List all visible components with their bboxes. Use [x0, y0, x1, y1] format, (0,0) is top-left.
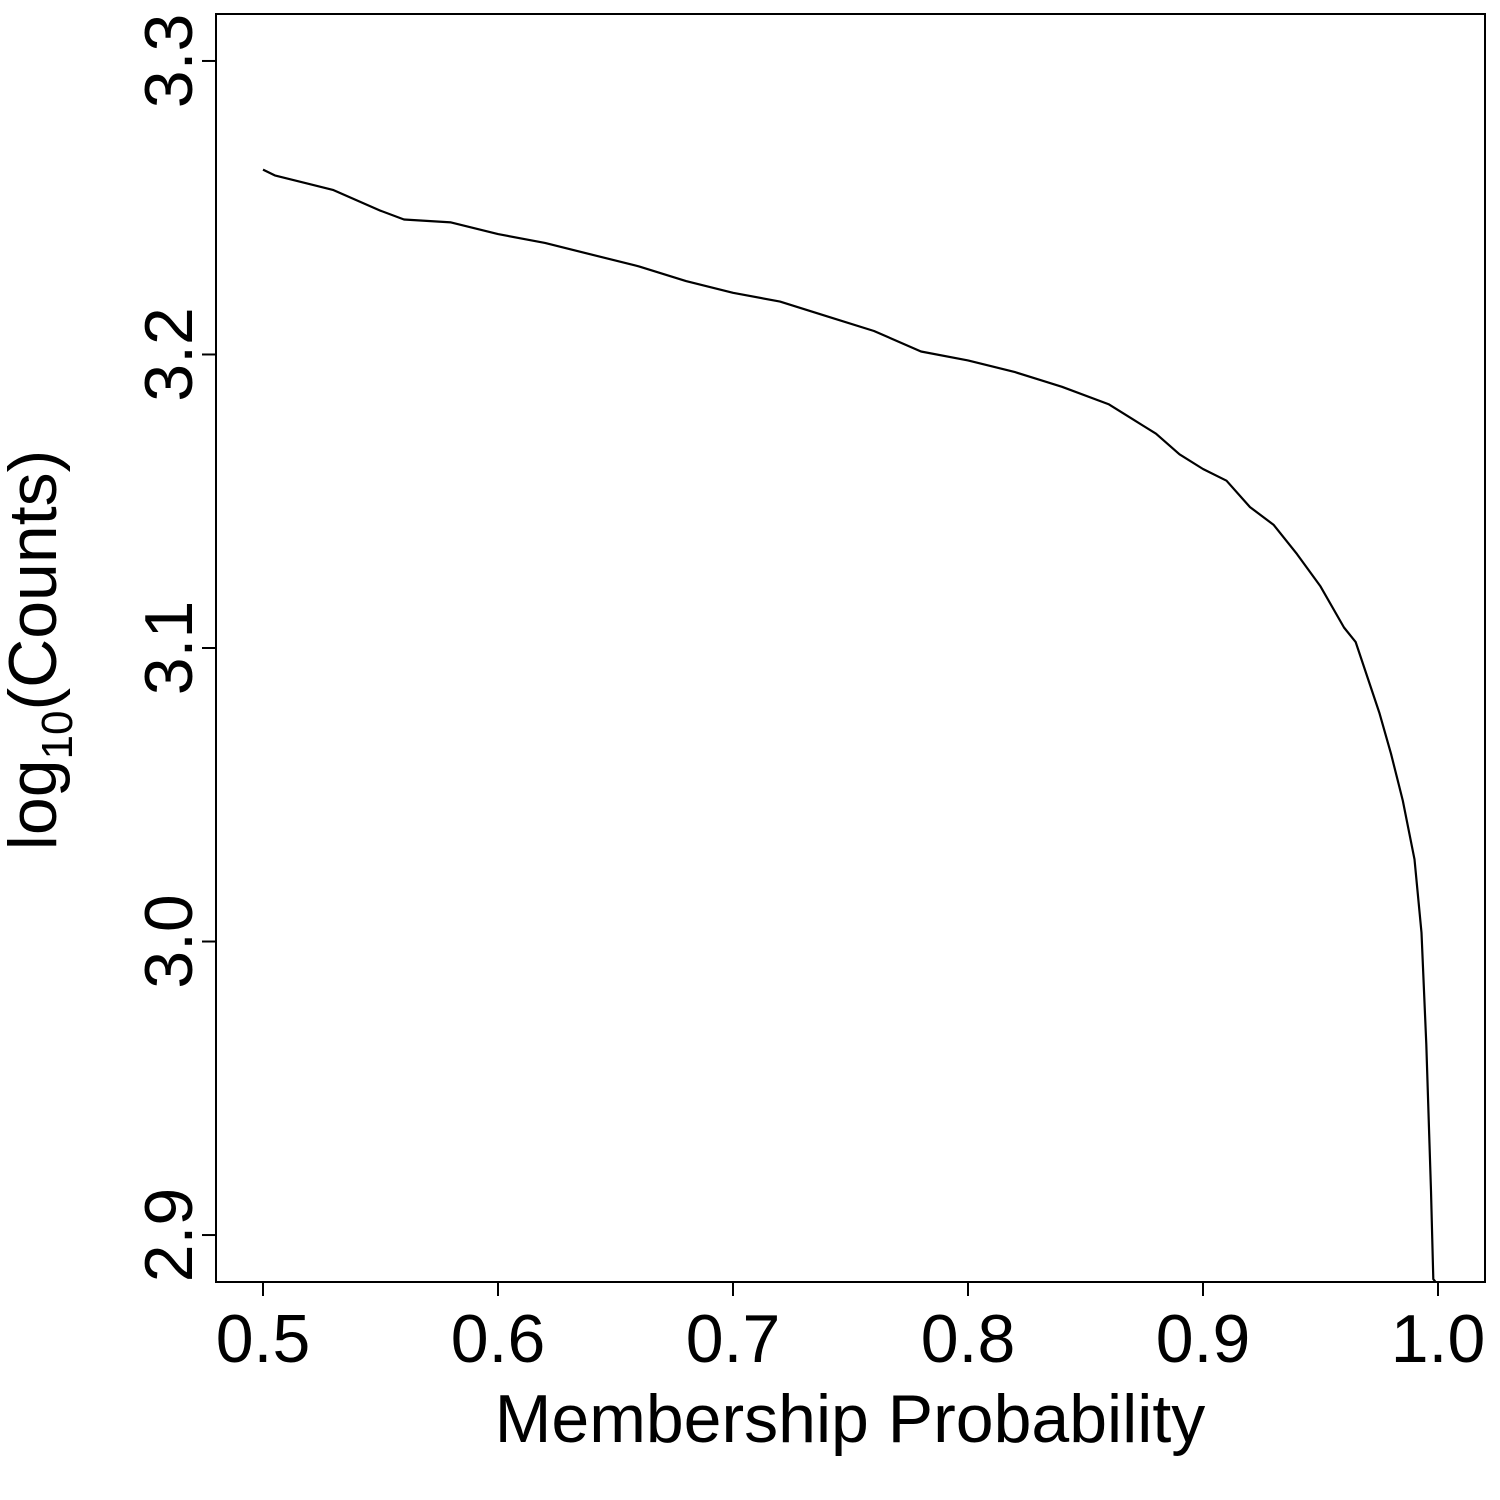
x-tick-label: 0.8 — [921, 1301, 1016, 1377]
x-tick-label: 0.7 — [686, 1301, 781, 1377]
plot-area-frame — [215, 13, 1486, 1283]
y-tick-label: 2.9 — [131, 1188, 207, 1283]
x-axis-label: Membership Probability — [495, 1381, 1206, 1457]
y-axis-ticks: 2.9 3.0 3.1 3.2 3.3 — [131, 14, 216, 1283]
series-line — [262, 168, 1437, 1283]
y-axis-label-sub: 10 — [33, 711, 82, 760]
x-tick-label: 0.5 — [216, 1301, 311, 1377]
x-axis-ticks: 0.5 0.6 0.7 0.8 0.9 1.0 — [216, 1282, 1486, 1377]
y-tick-label: 3.2 — [131, 307, 207, 402]
y-axis-label-main: log — [0, 759, 71, 850]
y-tick-label: 3.1 — [131, 601, 207, 696]
y-tick-label: 3.3 — [131, 14, 207, 109]
y-tick-label: 3.0 — [131, 894, 207, 989]
y-axis-label: log10(Counts) — [0, 450, 82, 850]
x-tick-label: 1.0 — [1391, 1301, 1486, 1377]
x-tick-label: 0.9 — [1156, 1301, 1251, 1377]
x-tick-label: 0.6 — [451, 1301, 546, 1377]
y-axis-label-tail: (Counts) — [0, 450, 71, 711]
